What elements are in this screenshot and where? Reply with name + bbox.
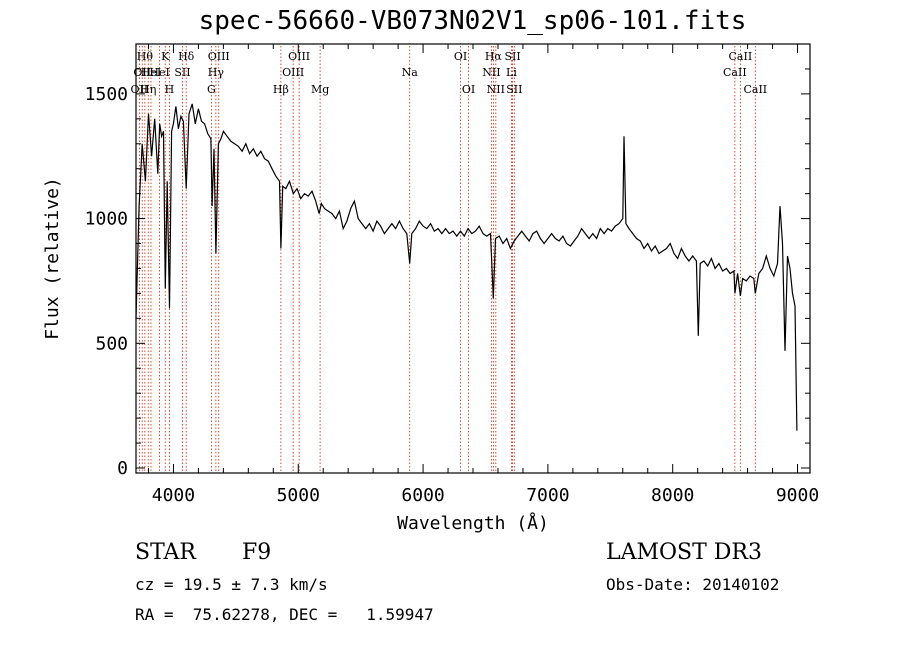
line-label: K — [161, 50, 170, 63]
line-label: Mg — [311, 83, 329, 96]
line-label: OIII — [208, 50, 230, 63]
y-tick-label: 0 — [117, 458, 128, 479]
line-label: Hη — [140, 83, 156, 96]
line-label: SII — [504, 50, 520, 63]
line-label-layer: OIIOIIHθHηHeIHeIKHSIIHδGHγOIIIHβOIIIOIII… — [131, 50, 768, 96]
y-tick-label: 1500 — [85, 84, 128, 105]
line-label: NII — [487, 83, 505, 96]
sky-coordinates: RA = 75.62278, DEC = 1.59947 — [135, 605, 434, 624]
y-axis-ticks: 0 500 1000 1500 — [85, 43, 810, 479]
line-label: HeI — [149, 66, 169, 79]
plot-frame — [135, 43, 811, 474]
chart-title: spec-56660-VB073N02V1_sp06-101.fits — [198, 6, 747, 36]
line-label: H — [165, 83, 175, 96]
line-label: Li — [506, 66, 517, 79]
x-tick-label: 5000 — [277, 485, 320, 506]
line-label: Hβ — [273, 83, 289, 96]
object-class: STAR — [135, 540, 196, 565]
x-tick-label: 9000 — [776, 485, 819, 506]
y-axis-label: Flux (relative) — [42, 177, 63, 340]
line-label: OI — [462, 83, 475, 96]
x-axis-label: Wavelength (Å) — [397, 512, 549, 534]
line-label: SII — [174, 66, 190, 79]
observation-date: Obs-Date: 20140102 — [606, 575, 780, 594]
x-axis-ticks: 4000 5000 6000 7000 8000 9000 — [147, 44, 819, 506]
y-tick-label: 1000 — [85, 209, 128, 230]
line-label: CaII — [743, 83, 767, 96]
line-label: OII — [131, 83, 149, 96]
line-label: CaII — [723, 66, 747, 79]
survey-name: LAMOST DR3 — [606, 540, 762, 565]
line-label: SII — [506, 83, 522, 96]
x-tick-label: 8000 — [651, 485, 694, 506]
line-label: Na — [402, 66, 419, 79]
line-label: NII — [482, 66, 500, 79]
line-label: OI — [454, 50, 467, 63]
redshift-velocity: cz = 19.5 ± 7.3 km/s — [135, 575, 328, 594]
line-label: OIII — [288, 50, 310, 63]
y-tick-label: 500 — [95, 333, 128, 354]
line-marker-layer — [138, 46, 756, 473]
line-label: Hγ — [208, 66, 225, 79]
line-label: CaII — [729, 50, 753, 63]
line-label: Hθ — [137, 50, 154, 63]
x-tick-label: 4000 — [152, 485, 195, 506]
x-tick-label: 6000 — [401, 485, 444, 506]
line-label: OIII — [282, 66, 304, 79]
line-label: Hα — [485, 50, 503, 63]
line-label: HeI — [141, 66, 161, 79]
x-tick-label: 7000 — [526, 485, 569, 506]
line-label: Hδ — [178, 50, 195, 63]
object-subclass: F9 — [242, 540, 272, 565]
spectrum-line — [135, 103, 798, 431]
line-label: G — [207, 83, 216, 96]
